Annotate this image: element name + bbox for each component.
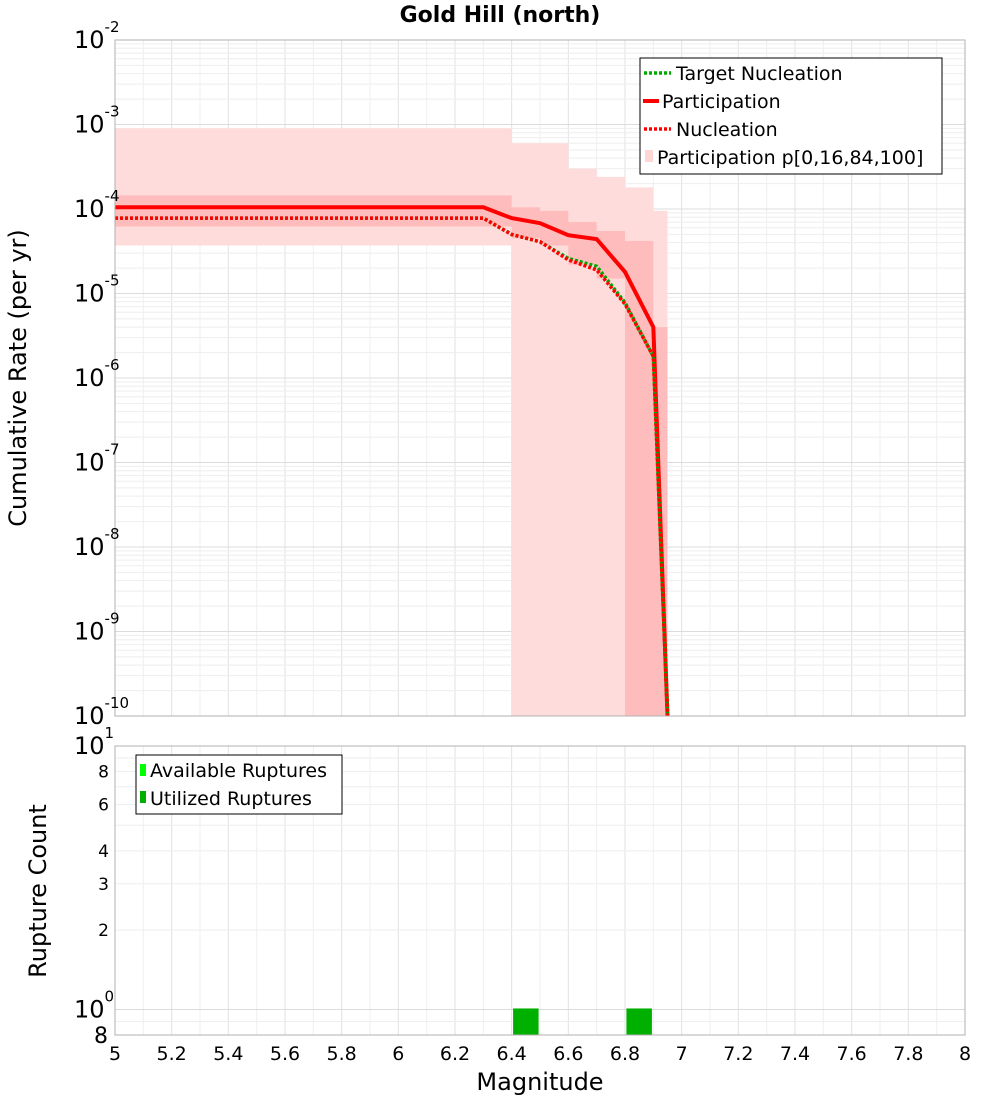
- rate-y-tick-exponent: -5: [105, 272, 120, 290]
- count-y-tick-label: 3: [98, 875, 109, 895]
- count-plot-y-axis-label: Rupture Count: [24, 804, 52, 978]
- rate-y-tick-exponent: -4: [105, 187, 120, 205]
- x-tick-label: 7.4: [780, 1043, 810, 1065]
- rate-y-tick-base: 10: [74, 26, 105, 54]
- rate-y-tick-label: 10-10: [74, 694, 129, 730]
- rate-y-tick-base: 10: [74, 280, 105, 308]
- count-y-tick-label: 101: [74, 724, 114, 760]
- legend-label-nucleation: Nucleation: [676, 119, 778, 141]
- x-tick-label: 6.4: [497, 1043, 527, 1065]
- rate-plot-y-axis-label: Cumulative Rate (per yr): [4, 229, 32, 527]
- x-tick-label: 8: [959, 1043, 971, 1065]
- rate-y-tick-base: 10: [74, 702, 105, 730]
- rate-y-tick-exponent: -7: [105, 441, 120, 459]
- count-y-tick-base: 10: [74, 732, 105, 760]
- rate-y-tick-base: 10: [74, 449, 105, 477]
- rate-y-tick-base: 10: [74, 618, 105, 646]
- rate-plot-y-ticks: 10-210-310-410-510-610-710-810-910-10: [74, 18, 129, 730]
- rate-y-tick-label: 10-7: [74, 441, 120, 477]
- legend-label-utilized-ruptures: Utilized Ruptures: [150, 788, 312, 810]
- x-tick-label: 5: [109, 1043, 121, 1065]
- x-tick-label: 7.2: [723, 1043, 753, 1065]
- x-tick-label: 7: [676, 1043, 688, 1065]
- x-tick-label: 6.8: [610, 1043, 640, 1065]
- count-y-tick-label: 2: [98, 921, 109, 941]
- series-line-participation: [115, 205, 670, 717]
- rate-y-tick-exponent: -9: [105, 610, 120, 628]
- chart-title: Gold Hill (north): [400, 3, 601, 28]
- rate-y-tick-exponent: -8: [105, 525, 120, 543]
- x-axis-label: Magnitude: [476, 1068, 603, 1096]
- rate-plot-bands: [115, 128, 668, 717]
- count-plot-legend-box: [135, 754, 343, 815]
- rate-y-tick-label: 10-8: [74, 525, 120, 561]
- count-y-tick-exponent: 1: [105, 724, 115, 742]
- legend-swatch-participation-band: [645, 150, 653, 162]
- count-y-tick-exponent: 0: [105, 987, 115, 1005]
- count-y-tick-label: 100: [74, 987, 114, 1023]
- count-y-tick-label: 4: [98, 842, 109, 862]
- rate-y-tick-label: 10-6: [74, 356, 120, 392]
- rate-y-tick-base: 10: [74, 195, 105, 223]
- rate-plot-legend: Target Nucleation Participation Nucleati…: [639, 57, 943, 175]
- count-plot-frame: [114, 745, 966, 1036]
- x-tick-label: 5.4: [213, 1043, 243, 1065]
- legend-label-participation: Participation: [662, 91, 781, 113]
- rate-plot-lines: [115, 205, 670, 717]
- rate-y-tick-base: 10: [74, 364, 105, 392]
- rate-y-tick-label: 10-3: [74, 103, 120, 139]
- utilized-ruptures-bar: [626, 1008, 652, 1035]
- count-plot-bars: [513, 1008, 652, 1035]
- rate-y-tick-base: 10: [74, 111, 105, 139]
- rate-y-tick-label: 10-9: [74, 610, 120, 646]
- x-tick-label: 5.8: [327, 1043, 357, 1065]
- legend-label-target-nucleation: Target Nucleation: [675, 63, 843, 85]
- count-y-tick-label: 8: [98, 763, 109, 783]
- count-y-tick-label: 6: [98, 795, 109, 815]
- participation-band-p16-p84: [115, 195, 668, 717]
- rate-y-tick-label: 10-5: [74, 272, 120, 308]
- x-tick-label: 6.2: [440, 1043, 470, 1065]
- rate-y-tick-base: 10: [74, 533, 105, 561]
- legend-label-participation-band: Participation p[0,16,84,100]: [657, 147, 923, 169]
- legend-swatch-available-ruptures: [140, 764, 146, 776]
- x-tick-label: 5.6: [270, 1043, 300, 1065]
- rate-y-tick-exponent: -6: [105, 356, 120, 374]
- x-tick-label: 5.2: [157, 1043, 187, 1065]
- x-tick-label: 6.6: [553, 1043, 583, 1065]
- rate-y-tick-exponent: -3: [105, 103, 120, 121]
- rate-plot-frame: [114, 39, 966, 717]
- participation-band-p0-p100: [115, 128, 668, 716]
- x-tick-label: 6: [392, 1043, 404, 1065]
- legend-swatch-utilized-ruptures: [140, 791, 146, 803]
- x-tick-label: 7.8: [893, 1043, 923, 1065]
- rate-plot-legend-box: [639, 57, 943, 175]
- count-plot-legend: Available Ruptures Utilized Ruptures: [135, 754, 343, 815]
- legend-label-available-ruptures: Available Ruptures: [150, 760, 327, 782]
- x-tick-label: 7.6: [837, 1043, 867, 1065]
- rate-y-tick-exponent: -2: [105, 18, 120, 36]
- count-y-tick-label: 8: [94, 1024, 108, 1049]
- count-y-tick-base: 10: [74, 995, 105, 1023]
- rate-y-tick-label: 10-4: [74, 187, 120, 223]
- count-plot-x-ticks: 5 5.2 5.4 5.6 5.8 6 6.2 6.4 6.6 6.8 7 7.2 7.4 7.6 7.8 8: [109, 1043, 971, 1065]
- rate-plot: 10-210-310-410-510-610-710-810-910-10 Cu…: [4, 18, 966, 730]
- utilized-ruptures-bar: [513, 1008, 539, 1035]
- rate-y-tick-exponent: -10: [105, 694, 130, 712]
- rate-y-tick-label: 10-2: [74, 18, 120, 54]
